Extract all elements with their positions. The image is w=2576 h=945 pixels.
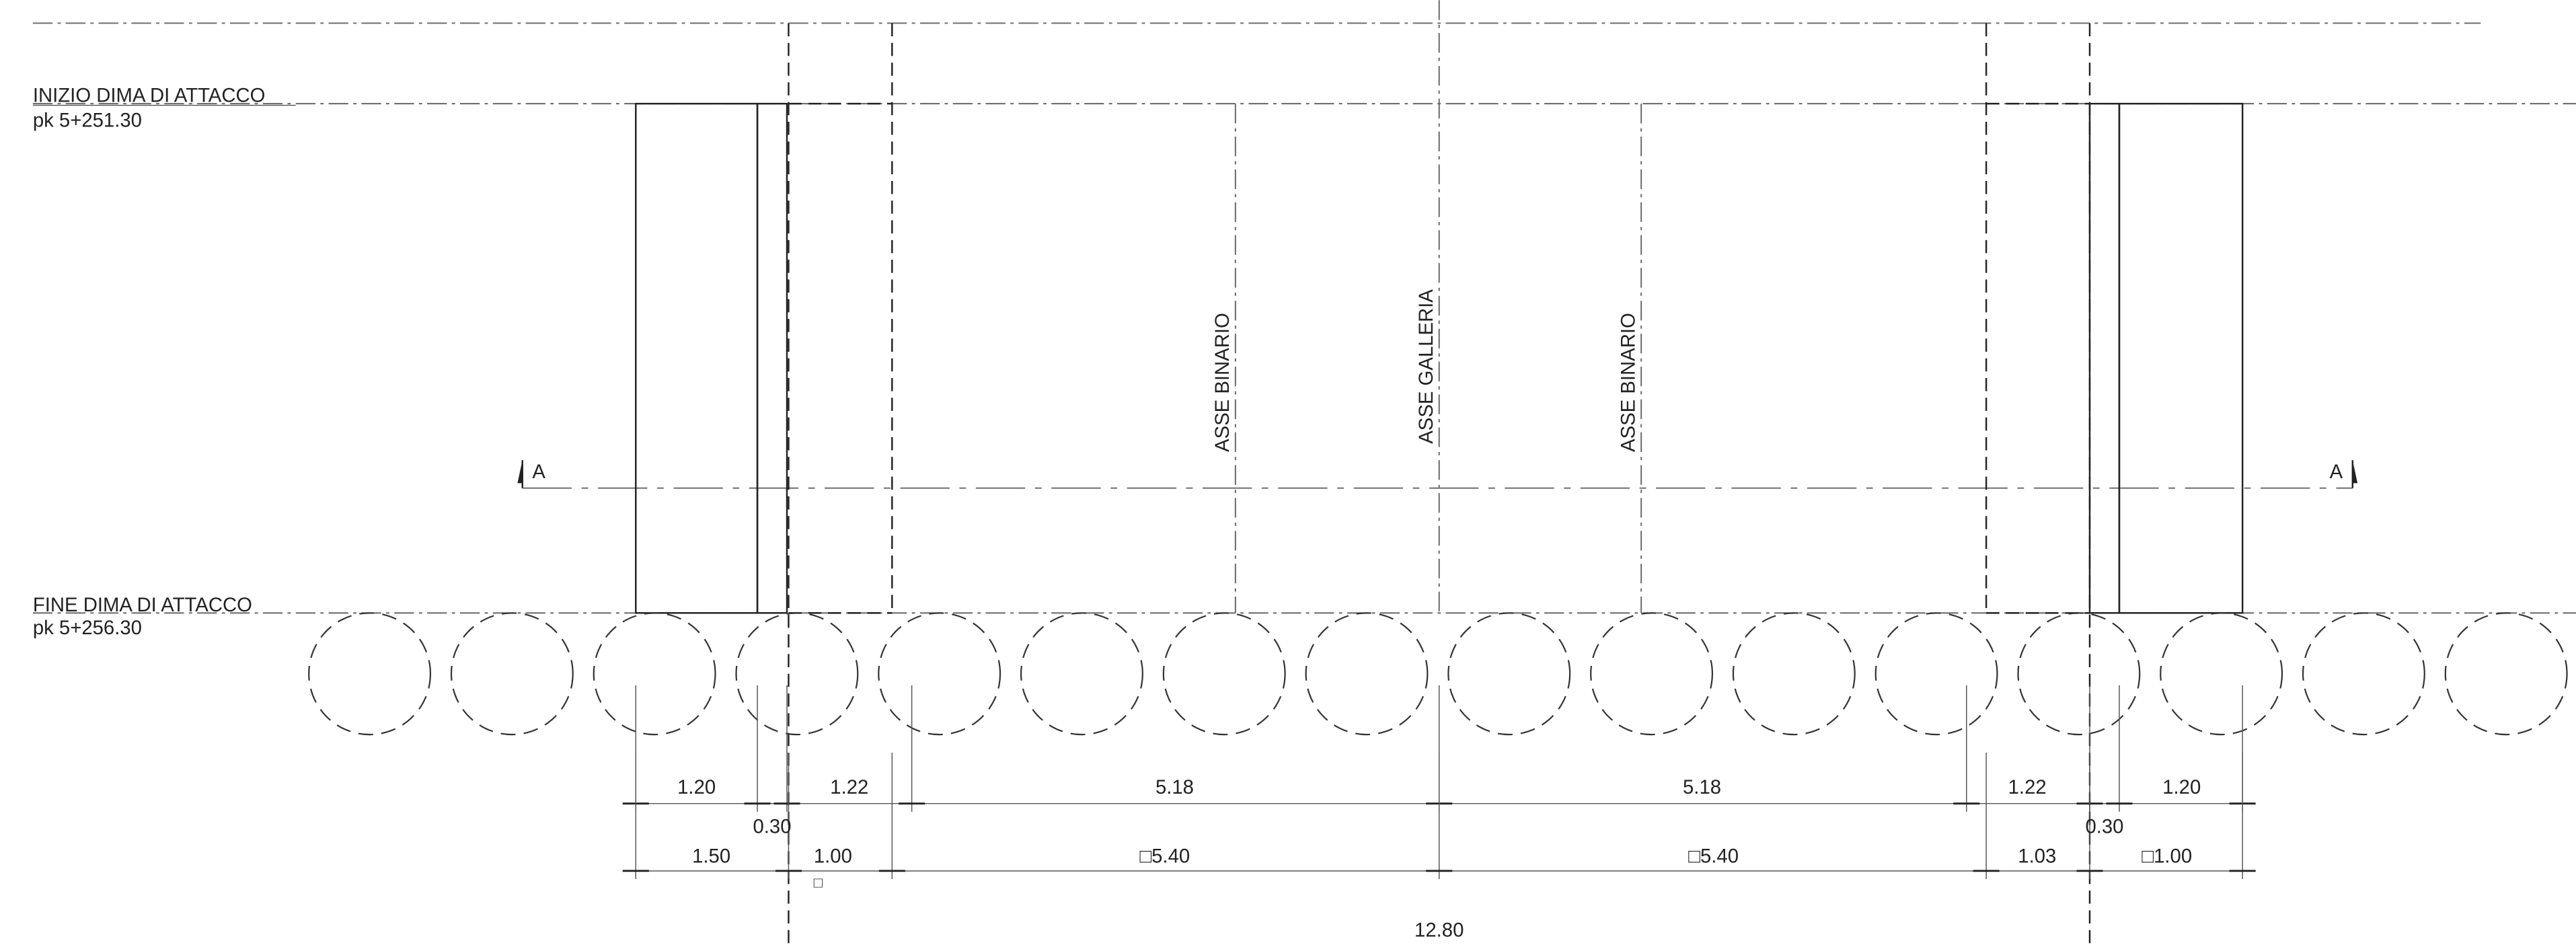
reference-lines — [32, 0, 2576, 614]
dimension: 1.20 — [677, 776, 716, 798]
dimension: 1.20 — [2162, 776, 2201, 798]
pile — [1447, 612, 1571, 736]
dimension: □5.40 — [1139, 845, 1190, 868]
label: INIZIO DIMA DI ATTACCO — [33, 85, 266, 107]
pile — [450, 612, 574, 736]
pile — [593, 612, 716, 736]
piles — [308, 612, 2568, 736]
pile — [2302, 612, 2425, 736]
pile — [2017, 612, 2141, 736]
dimension: 5.18 — [1683, 776, 1721, 798]
section-label: A — [532, 461, 545, 483]
pile — [2444, 612, 2568, 736]
axis-label: ASSE GALLERIA — [1415, 289, 1437, 444]
dimension: 5.18 — [1156, 776, 1194, 798]
dimension: 0.30 — [2085, 816, 2123, 838]
dimension: 1.50 — [692, 845, 730, 868]
dimension: 1.22 — [2008, 776, 2047, 798]
label: pk 5+251.30 — [33, 109, 142, 131]
dimension: 1.00 — [814, 845, 852, 868]
labels: INIZIO DIMA DI ATTACCO pk 5+251.30 FINE … — [33, 85, 2343, 942]
dimension: 1.03 — [2018, 845, 2056, 868]
pile — [1305, 612, 1429, 736]
pile — [1162, 612, 1286, 736]
pile — [308, 612, 432, 736]
label: FINE DIMA DI ATTACCO — [33, 594, 252, 616]
dimension: 12.80 — [1414, 919, 1464, 942]
section-label: A — [2330, 461, 2343, 483]
dimension-marker: □ — [814, 874, 823, 891]
axis-label: ASSE BINARIO — [1211, 313, 1234, 452]
dimension: □1.00 — [2142, 845, 2192, 868]
pile — [1732, 612, 1856, 736]
dimension: □5.40 — [1688, 845, 1739, 868]
pile — [735, 612, 859, 736]
pile — [2160, 612, 2283, 736]
axis-label: ASSE BINARIO — [1617, 313, 1639, 452]
dimension: 0.30 — [753, 816, 792, 838]
pile — [1874, 612, 1998, 736]
dimension-lines — [622, 685, 2256, 880]
section-arrows — [517, 460, 2358, 488]
label: pk 5+256.30 — [33, 617, 142, 639]
pile — [878, 612, 1001, 736]
pile — [1020, 612, 1143, 736]
dimension: 1.22 — [830, 776, 868, 798]
pile — [1590, 612, 1714, 736]
